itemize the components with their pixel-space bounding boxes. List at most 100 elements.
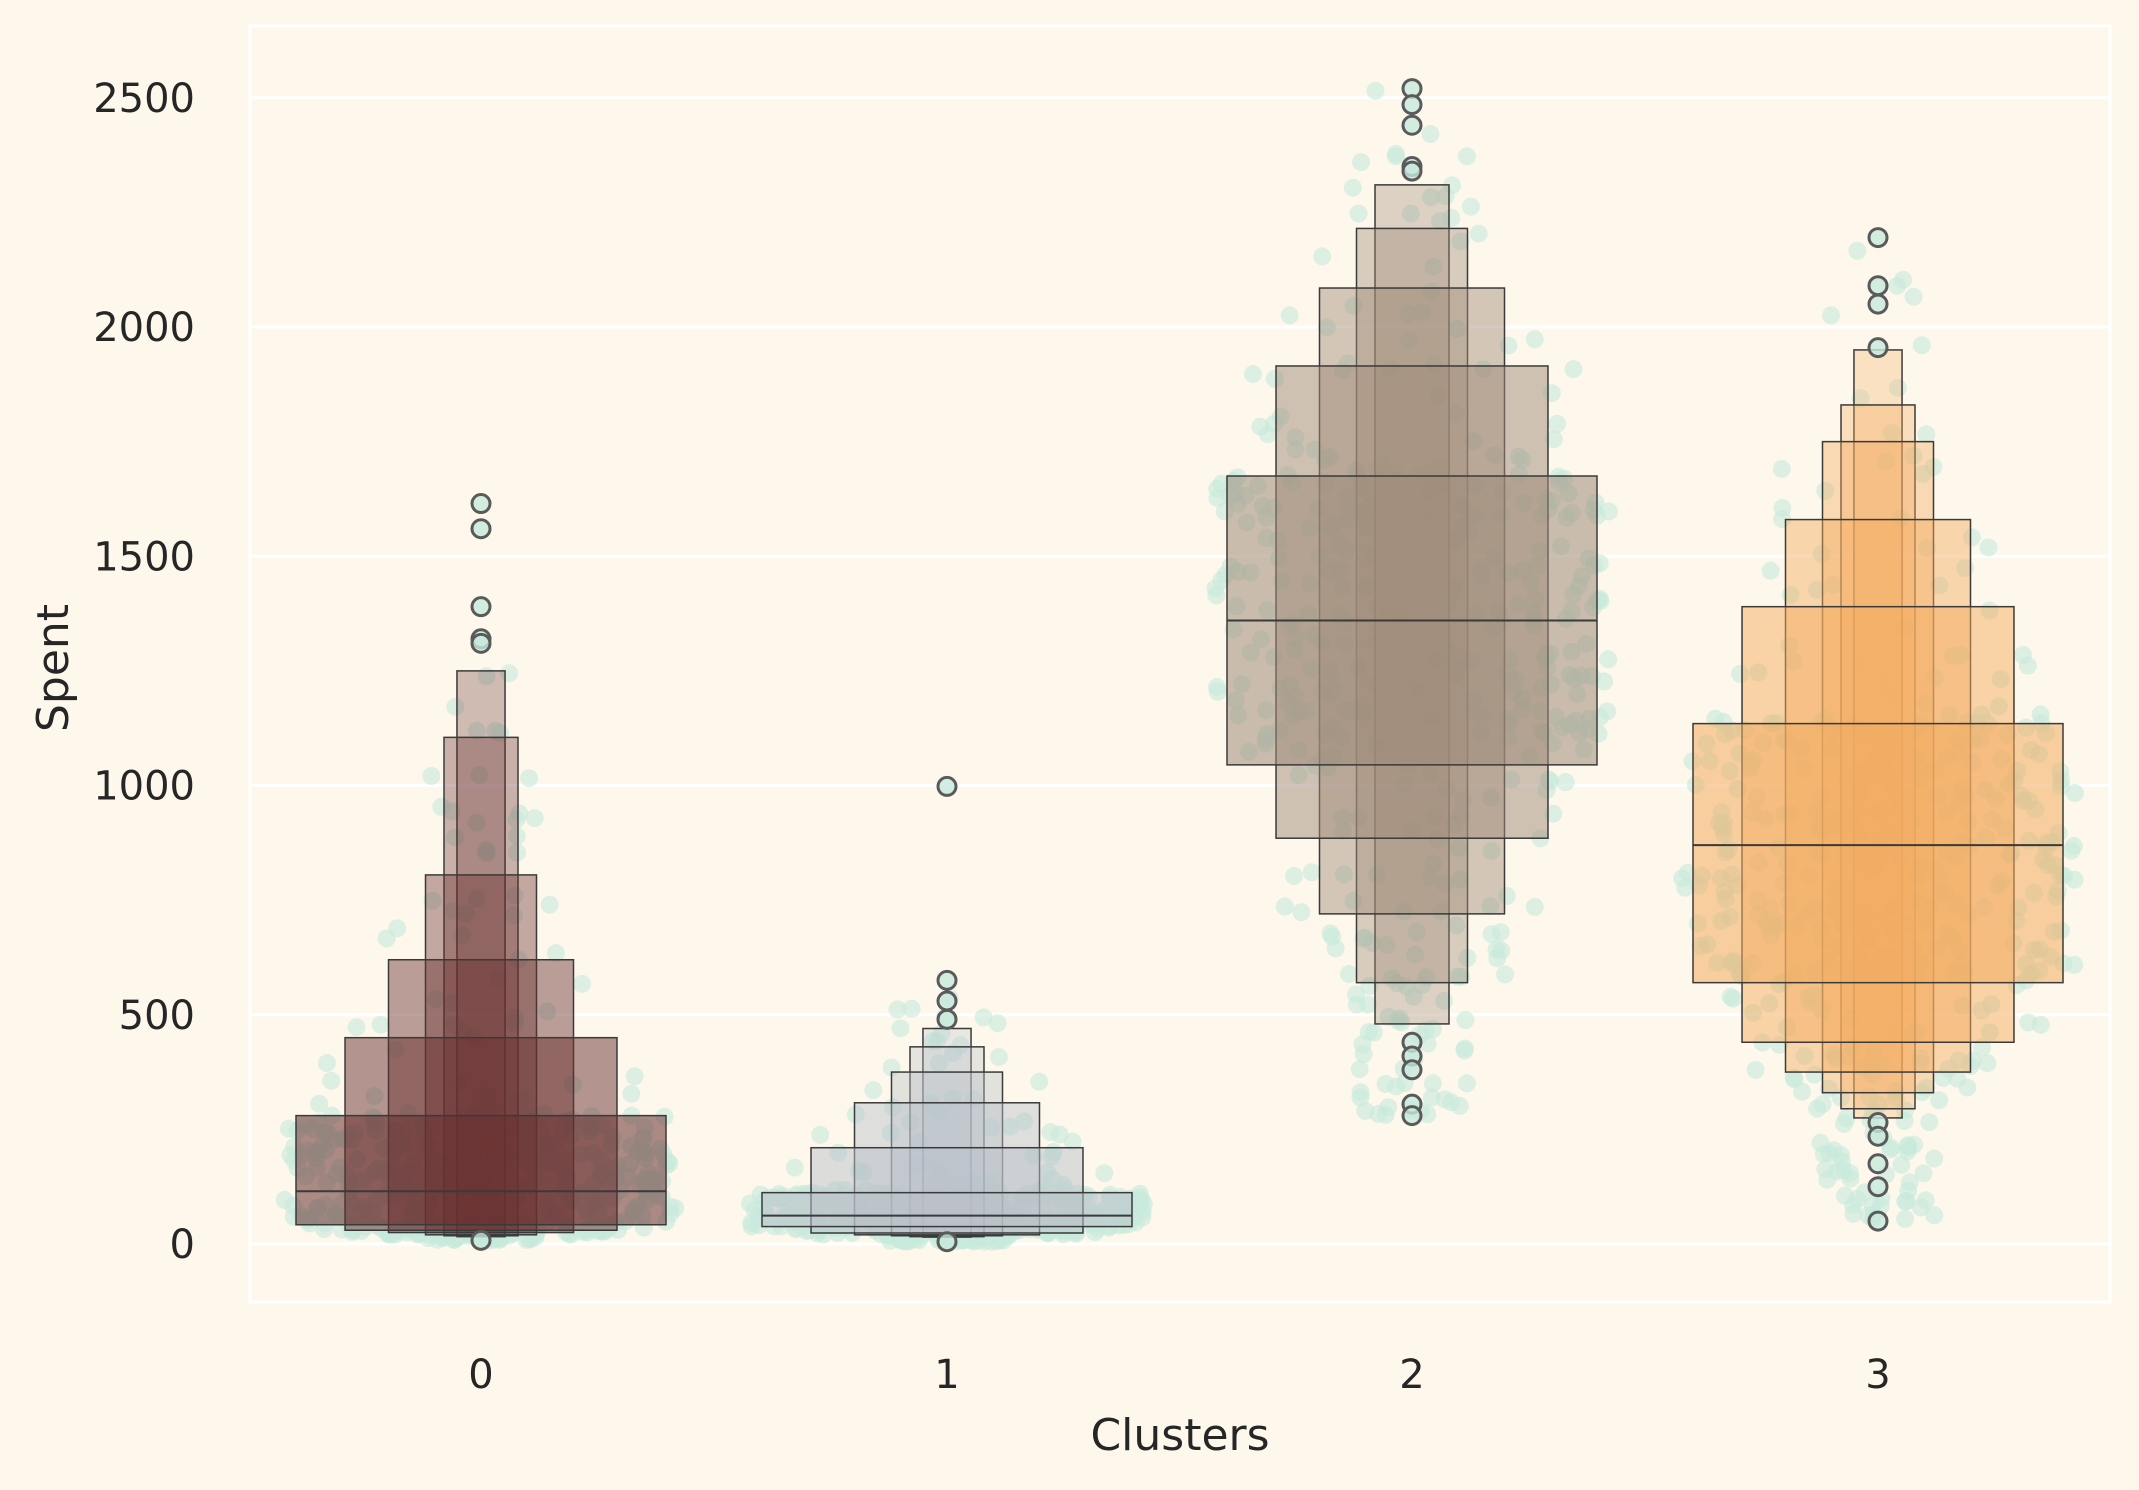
outlier-point <box>470 596 492 618</box>
swarm-point <box>1432 902 1451 921</box>
swarm-point <box>1350 1060 1369 1079</box>
swarm-point <box>1243 365 1262 384</box>
swarm-point <box>1497 887 1516 906</box>
swarm-point <box>1925 1149 1944 1168</box>
swarm-point <box>2065 955 2084 974</box>
swarm-point <box>1030 1072 1049 1091</box>
swarm-point <box>477 841 496 860</box>
swarm-point <box>1359 995 1378 1014</box>
swarm-point <box>1544 430 1563 449</box>
swarm-point <box>540 895 559 914</box>
swarm-point <box>988 1014 1007 1033</box>
swarm-point <box>2013 645 2032 664</box>
outlier-point <box>470 632 492 654</box>
swarm-point <box>1962 528 1981 547</box>
swarm-point <box>470 766 489 785</box>
swarm-point <box>371 1015 390 1034</box>
swarm-point <box>1896 1101 1915 1120</box>
swarm-point <box>1891 509 1910 528</box>
swarm-point <box>1721 987 1740 1006</box>
swarm-point <box>508 843 527 862</box>
swarm-point <box>1448 967 1467 986</box>
swarm-point <box>2064 836 2083 855</box>
y-tick-label: 1500 <box>93 534 195 580</box>
swarm-point <box>1773 510 1792 529</box>
swarm-point <box>1368 865 1387 884</box>
swarm-point <box>1978 1054 1997 1073</box>
swarm-point <box>888 1000 907 1019</box>
swarm-point <box>1886 1081 1905 1100</box>
swarm-point <box>1447 916 1466 935</box>
outlier-point <box>470 1229 492 1251</box>
swarm-point <box>1451 232 1470 251</box>
outlier-point <box>1867 1210 1889 1232</box>
swarm-point <box>1394 902 1413 921</box>
swarm-point <box>426 989 445 1008</box>
swarm-point <box>1351 1088 1370 1107</box>
outlier-point <box>936 775 958 797</box>
swarm-point <box>1807 580 1826 599</box>
swarm-point <box>1063 1132 1082 1151</box>
swarm-point <box>422 766 441 785</box>
swarm-point <box>1379 1007 1398 1026</box>
swarm-point <box>1544 804 1563 823</box>
swarm-point <box>2065 870 2084 889</box>
x-tick-label: 1 <box>934 1352 959 1398</box>
swarm-point <box>1334 865 1353 884</box>
swarm-point <box>1883 424 1902 443</box>
swarm-point <box>1461 197 1480 216</box>
swarm-point <box>388 919 407 938</box>
swarm-point <box>1448 319 1467 338</box>
swarm-point <box>486 721 505 740</box>
outlier-point <box>470 518 492 540</box>
outlier-point <box>1867 337 1889 359</box>
swarm-point <box>1302 863 1321 882</box>
y-tick-label: 1000 <box>93 764 195 810</box>
swarm-point <box>1344 296 1363 315</box>
x-tick-label: 2 <box>1399 1352 1424 1398</box>
swarm-point <box>1911 1198 1930 1217</box>
swarm-point <box>467 721 486 740</box>
swarm-point <box>1911 1054 1930 1073</box>
swarm-point <box>1457 147 1476 166</box>
boxen-boxes <box>295 184 2064 1238</box>
swarm-point <box>1339 965 1358 984</box>
swarm-point <box>1876 452 1895 471</box>
swarm-point <box>1326 939 1345 958</box>
swarm-point <box>929 1054 948 1073</box>
swarm-point <box>1421 188 1440 207</box>
outlier-point <box>1401 114 1423 136</box>
swarm-point <box>741 1194 760 1213</box>
swarm-point <box>310 1094 329 1113</box>
swarm-point <box>1795 1046 1814 1065</box>
swarm-point <box>1808 1099 1827 1118</box>
outlier-point <box>1867 293 1889 315</box>
swarm-point <box>1824 575 1843 594</box>
swarm-point <box>1450 1096 1469 1115</box>
swarm-point <box>1313 247 1332 266</box>
swarm-point <box>1482 841 1501 860</box>
swarm-point <box>1837 1109 1856 1128</box>
outlier-point <box>1867 227 1889 249</box>
swarm-point <box>1963 1051 1982 1070</box>
swarm-point <box>1366 81 1385 100</box>
swarm-point <box>1349 204 1368 223</box>
swarm-point <box>1421 868 1440 887</box>
swarm-point <box>1556 773 1575 792</box>
swarm-point <box>622 1084 641 1103</box>
swarm-point <box>625 1067 644 1086</box>
swarm-point <box>572 974 591 993</box>
swarm-point <box>1899 1181 1918 1200</box>
outlier-point <box>1401 160 1423 182</box>
swarm-point <box>505 886 524 905</box>
swarm-point <box>1772 459 1791 478</box>
swarm-point <box>1413 303 1432 322</box>
swarm-point <box>846 1105 865 1124</box>
swarm-point <box>1386 145 1405 164</box>
swarm-point <box>1979 538 1998 557</box>
boxen-box <box>761 1191 1133 1228</box>
swarm-point <box>1455 1039 1474 1058</box>
swarm-point <box>432 797 451 816</box>
swarm-point <box>347 1018 366 1037</box>
